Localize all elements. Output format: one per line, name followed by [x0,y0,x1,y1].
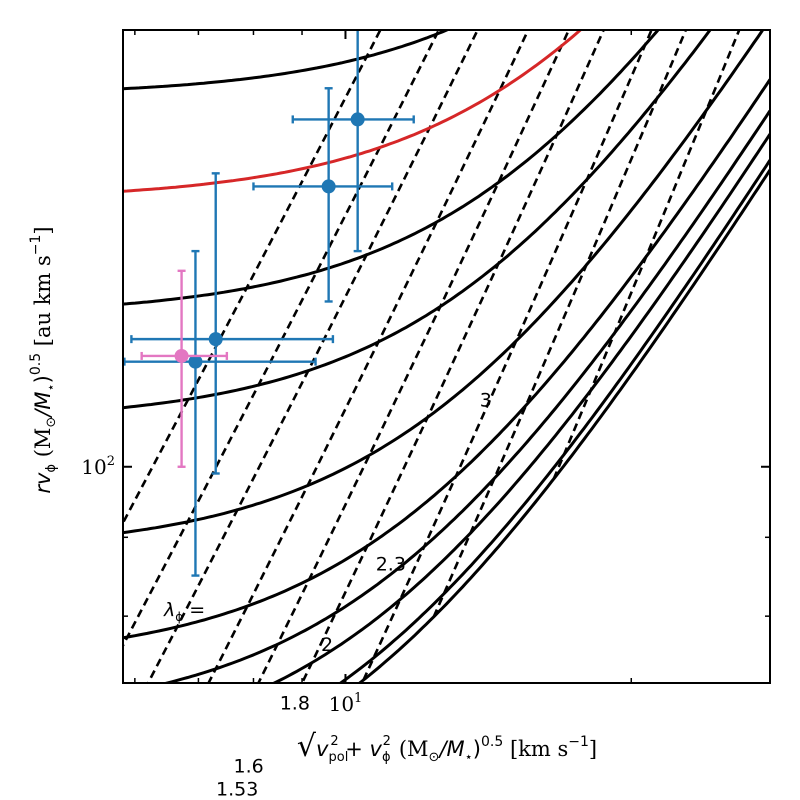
lambda-prefix-label: λϕ = [163,599,205,624]
lambda-label-2: 2 [321,634,333,656]
data-point-0-3 [123,249,317,577]
data-marker [174,348,189,363]
y-axis-label: rvϕ (M⊙/M⋆)0.5 [au km s−1] [28,226,59,493]
lambda-label-1.53: 1.53 [216,779,258,800]
lambda-curve-8 [123,30,583,193]
curve-labels: 30au20au15au10au7au5au3au2au1au1.531.61.… [216,389,492,800]
lambda-curves [123,30,770,683]
lambda-curve-6 [123,30,712,410]
data-marker [188,354,203,369]
data-points [123,30,415,577]
plot-frame [122,29,771,684]
lambda-curve-2.3 [123,78,770,640]
lambda-label-1.6: 1.6 [234,755,264,777]
excluded-region [123,0,770,30]
x-axis-label: √vpol2 + vϕ2 (M⊙/M⋆)0.5 [km s−1] [297,729,597,765]
lambda-curve-1.8 [271,133,770,683]
data-marker [208,332,223,347]
lambda-curve-1.6 [338,159,770,683]
lambda-label-1.8: 1.8 [280,692,310,714]
data-marker [350,112,365,127]
data-point-0-0 [291,30,415,253]
y-tick-label: 102 [81,454,115,479]
lambda-label-2.3: 2.3 [376,553,406,575]
data-point-0-2 [130,172,335,475]
x-tick-label: 101 [329,691,363,716]
lambda-label-3: 3 [480,389,492,411]
lambda-curve-2 [160,109,770,683]
data-marker [321,179,336,194]
lambda-curve-3 [123,30,765,535]
data-point-1-0 [140,269,229,468]
lambda-curve-7 [123,30,661,306]
data-point-0-1 [252,87,394,303]
lambda-curve-1.53 [357,169,770,683]
radius-line-2au [432,30,688,618]
lambda-curve-9 [123,30,451,91]
axes: 101 102 [81,30,770,716]
excluded-region-hatch [123,0,770,30]
radius-line-5au [300,30,606,683]
